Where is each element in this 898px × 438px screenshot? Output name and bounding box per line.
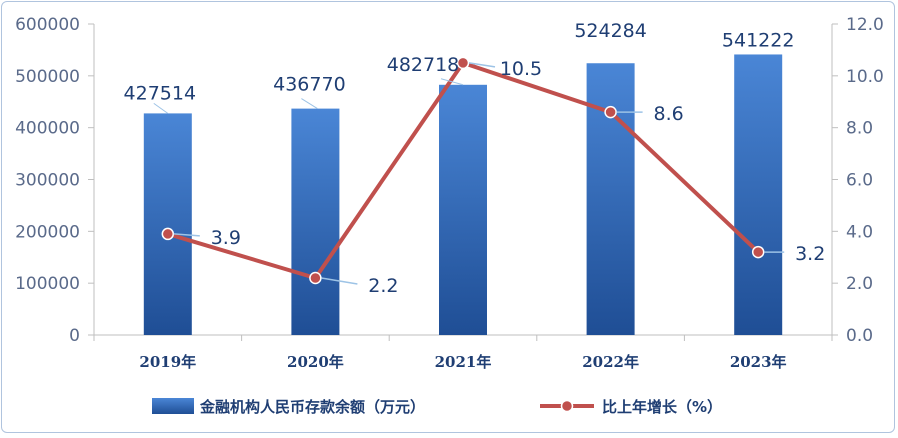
line-value-label: 3.9 (211, 227, 241, 249)
right-tick-label: 4.0 (846, 222, 873, 242)
bar-value-label: 541222 (722, 29, 795, 51)
bar (439, 84, 487, 335)
legend-line-marker (560, 399, 574, 413)
bar-value-label: 482718 (387, 54, 460, 76)
line-label-leader (321, 277, 358, 285)
data-labels-layer: 427514 436770 482718 524284 541222 3.9 2.2 10.5… (124, 20, 826, 297)
growth-point (456, 56, 470, 70)
axes-layer: 0 100000 200000 300000 400000 500000 600000 0.0… (15, 15, 884, 371)
bar (734, 54, 783, 336)
bar (291, 108, 340, 336)
x-tick-label: 2021年 (435, 353, 492, 371)
bar-label-leader (153, 102, 169, 114)
left-tick-label: 500000 (15, 67, 80, 87)
x-tick-label: 2023年 (730, 353, 787, 371)
bar (586, 63, 635, 336)
right-tick-label: 2.0 (846, 274, 873, 294)
x-tick-label: 2022年 (582, 353, 639, 371)
right-tick-label: 12.0 (846, 15, 884, 35)
right-tick-label: 10.0 (846, 67, 884, 87)
left-tick-label: 100000 (15, 274, 80, 294)
line-value-label: 2.2 (368, 275, 398, 297)
line-value-label: 10.5 (500, 58, 542, 80)
growth-point (161, 227, 175, 241)
bar-label-leader (440, 78, 464, 86)
legend-bar-swatch (152, 398, 194, 414)
bar-value-label: 427514 (124, 82, 197, 104)
x-tick-label: 2019年 (139, 353, 196, 371)
legend: 金融机构人民币存款余额（万元） 比上年增长（%） (152, 398, 722, 416)
right-tick-label: 8.0 (846, 119, 873, 139)
left-tick-label: 300000 (15, 171, 80, 191)
line-layer (161, 56, 765, 285)
growth-point (751, 245, 765, 259)
bar-value-label: 524284 (574, 20, 647, 42)
right-tick-label: 6.0 (846, 171, 873, 191)
left-tick-label: 400000 (15, 119, 80, 139)
legend-line-label: 比上年增长（%） (602, 398, 722, 416)
right-tick-label: 0.0 (846, 326, 873, 346)
legend-bar-label: 金融机构人民币存款余额（万元） (199, 398, 425, 416)
x-tick-label: 2020年 (287, 353, 344, 371)
bar-value-label: 436770 (273, 74, 346, 96)
line-label-leader (468, 62, 496, 68)
line-value-label: 3.2 (795, 243, 825, 265)
left-tick-label: 200000 (15, 222, 80, 242)
bar-label-leader (301, 98, 318, 110)
bar (143, 113, 192, 335)
line-label-leader (173, 233, 200, 237)
left-tick-label: 600000 (15, 15, 80, 35)
growth-point (309, 271, 322, 285)
growth-point (604, 105, 617, 119)
bars-layer (143, 54, 783, 336)
line-value-label: 8.6 (653, 103, 683, 125)
left-tick-label: 0 (69, 326, 80, 346)
